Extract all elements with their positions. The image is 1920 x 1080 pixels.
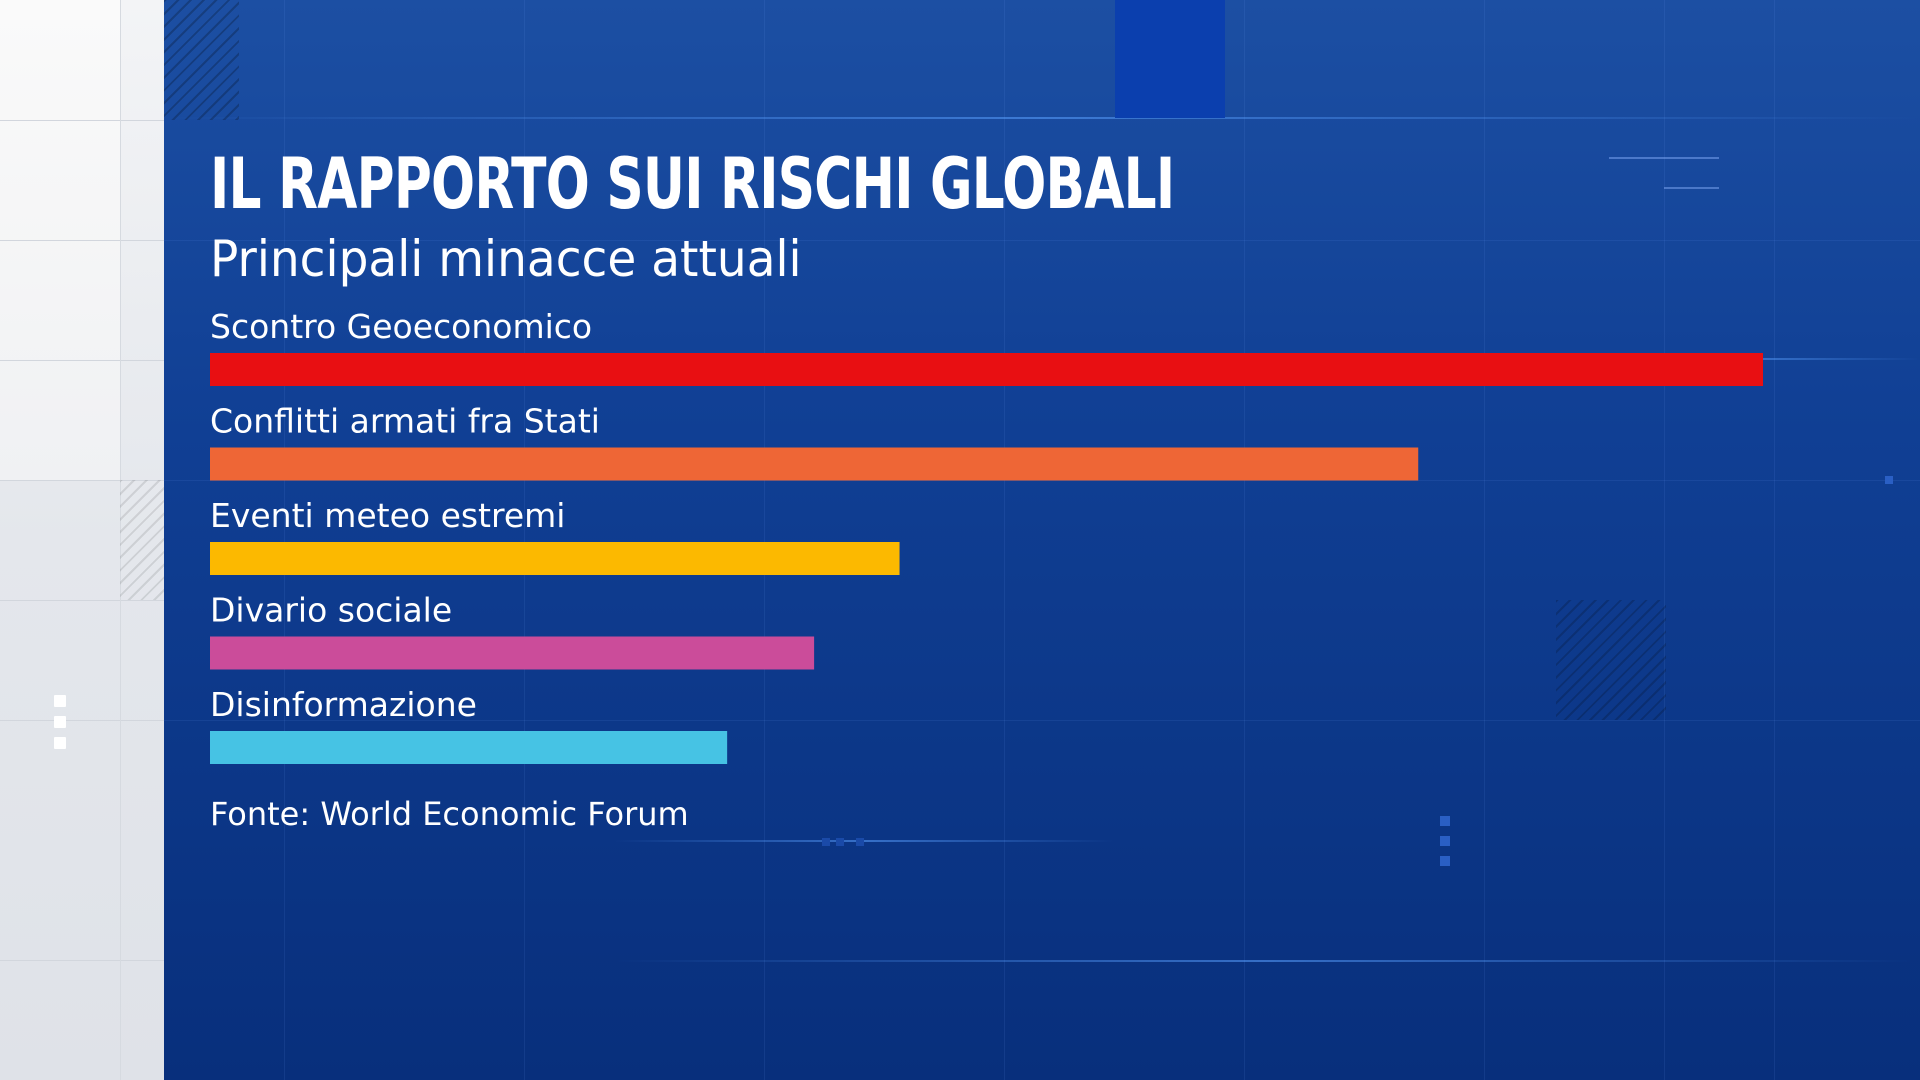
left-panel-line: [0, 720, 164, 721]
bar-label-disinformazione: Disinformazione: [210, 685, 477, 724]
glow-line: [614, 960, 1914, 962]
deco-square: [836, 838, 844, 846]
chart-title: IL RAPPORTO SUI RISCHI GLOBALI: [210, 143, 1175, 225]
glow-line: [164, 117, 1920, 119]
grid-line: [164, 240, 1920, 241]
left-panel-line: [0, 240, 164, 241]
deco-square: [1885, 476, 1893, 484]
grid-line: [1244, 0, 1245, 1080]
left-panel-dots-icon: [54, 695, 66, 758]
bar-label-conflitti-armati-fra-stati: Conflitti armati fra Stati: [210, 402, 600, 441]
left-panel-line: [0, 960, 164, 961]
deco-line: [1664, 187, 1719, 189]
source-note: Fonte: World Economic Forum: [210, 795, 689, 833]
top-accent-block: [1115, 0, 1225, 118]
deco-square: [1440, 836, 1450, 846]
left-panel-line: [120, 0, 121, 1080]
grid-line: [1774, 0, 1775, 1080]
grid-line: [164, 720, 1920, 721]
bar-label-eventi-meteo-estremi: Eventi meteo estremi: [210, 496, 565, 535]
grid-line: [284, 0, 285, 1080]
bar-scontro-geoeconomico: [210, 353, 1763, 386]
bar-disinformazione: [210, 731, 728, 764]
glow-line: [614, 840, 1114, 842]
bar-divario-sociale: [210, 636, 815, 670]
left-panel-line: [0, 360, 164, 361]
left-panel-line: [0, 480, 164, 481]
bar-label-divario-sociale: Divario sociale: [210, 591, 452, 630]
grid-line: [1664, 0, 1665, 1080]
deco-square: [856, 838, 864, 846]
deco-square: [1440, 816, 1450, 826]
deco-square: [1440, 856, 1450, 866]
right-hatch: [1556, 600, 1666, 720]
left-panel-line: [0, 120, 164, 121]
grid-line: [1004, 0, 1005, 1080]
grid-line: [764, 0, 765, 1080]
left-panel-hatch: [120, 480, 164, 600]
bar-conflitti-armati-fra-stati: [210, 447, 1419, 481]
bar-eventi-meteo-estremi: [210, 542, 900, 575]
bar-label-scontro-geoeconomico: Scontro Geoeconomico: [210, 307, 592, 346]
deco-square: [822, 838, 830, 846]
deco-line: [1609, 157, 1719, 159]
left-panel-line: [0, 600, 164, 601]
left-side-panel: [0, 0, 164, 1080]
grid-line: [1484, 0, 1485, 1080]
top-hatch: [164, 0, 239, 120]
grid-line: [524, 0, 525, 1080]
chart-subtitle: Principali minacce attuali: [210, 230, 802, 288]
